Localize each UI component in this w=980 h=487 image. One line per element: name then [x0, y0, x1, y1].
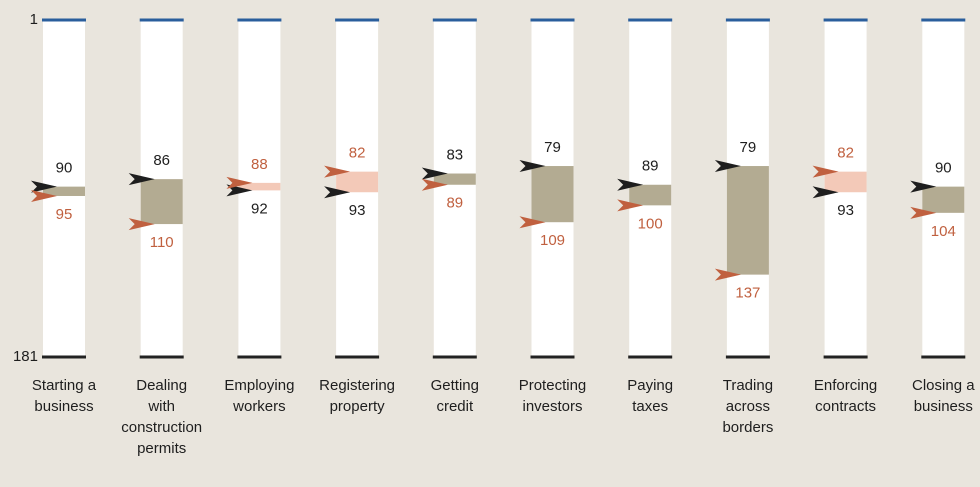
value-label: 104 — [931, 223, 956, 240]
value-label: 95 — [56, 206, 73, 223]
x-tick-label: business — [914, 398, 973, 415]
x-tick-label: with — [147, 398, 175, 415]
range-band — [922, 186, 965, 213]
rank-arrow — [421, 167, 448, 180]
value-label: 93 — [349, 202, 366, 219]
x-tick-label: Protecting — [519, 377, 587, 394]
x-tick-label: across — [726, 398, 770, 415]
value-label: 83 — [446, 146, 463, 163]
x-tick-label: Paying — [627, 377, 673, 394]
value-label: 100 — [638, 215, 663, 232]
y-tick-label: 1 — [30, 11, 38, 28]
x-tick-label: investors — [522, 398, 582, 415]
value-label: 93 — [837, 202, 854, 219]
range-band — [531, 166, 574, 223]
rank-arrow — [812, 165, 839, 178]
value-label: 137 — [735, 285, 760, 302]
rank-arrow — [128, 173, 155, 186]
x-tick-label: construction — [121, 419, 202, 436]
x-tick-label: permits — [137, 440, 186, 457]
x-tick-label: Enforcing — [814, 377, 877, 394]
column — [433, 20, 476, 357]
rank-arrow — [519, 160, 546, 173]
rank-arrow — [31, 180, 57, 193]
value-label: 82 — [349, 145, 366, 162]
x-tick-label: Registering — [319, 377, 395, 394]
range-band — [433, 173, 476, 185]
range-band — [140, 179, 183, 225]
rank-arrow — [812, 186, 839, 199]
value-label: 79 — [544, 139, 561, 156]
x-tick-label: Starting a — [32, 377, 97, 394]
rank-arrow — [31, 189, 57, 202]
rank-arrow — [324, 186, 351, 199]
value-label: 86 — [153, 152, 170, 169]
range-band — [824, 171, 867, 193]
value-label: 90 — [935, 160, 952, 177]
rank-arrow — [324, 165, 351, 178]
rank-arrow — [714, 268, 741, 281]
range-band — [238, 182, 281, 191]
value-label: 79 — [740, 139, 757, 156]
x-tick-label: property — [330, 398, 386, 415]
x-tick-label: taxes — [632, 398, 668, 415]
y-tick-label: 181 — [13, 348, 38, 365]
x-tick-label: Employing — [224, 377, 294, 394]
value-label: 82 — [837, 145, 854, 162]
rank-arrow — [519, 216, 546, 229]
value-label: 92 — [251, 200, 268, 217]
rank-arrow — [910, 206, 937, 219]
value-label: 109 — [540, 232, 565, 249]
range-band — [336, 171, 379, 193]
rank-arrow — [226, 176, 253, 189]
rank-arrow — [910, 180, 937, 193]
rank-arrow — [617, 178, 644, 191]
value-label: 89 — [446, 195, 463, 212]
range-band — [43, 186, 85, 196]
x-tick-label: workers — [232, 398, 286, 415]
value-label: 89 — [642, 158, 659, 175]
value-label: 88 — [251, 156, 268, 173]
value-label: 90 — [56, 160, 73, 177]
x-tick-label: Trading — [723, 377, 773, 394]
x-tick-label: credit — [436, 398, 474, 415]
range-band — [726, 166, 769, 275]
x-tick-label: business — [34, 398, 93, 415]
x-tick-label: borders — [722, 419, 773, 436]
range-band — [629, 184, 672, 206]
rank-arrow — [617, 199, 644, 212]
x-tick-label: contracts — [815, 398, 876, 415]
rank-arrow — [128, 218, 155, 231]
x-tick-label: Closing a — [912, 377, 975, 394]
rank-arrow — [714, 160, 741, 173]
rank-arrow — [421, 178, 448, 191]
x-tick-label: Dealing — [136, 377, 187, 394]
x-tick-label: Getting — [431, 377, 479, 394]
value-label: 110 — [150, 234, 174, 251]
